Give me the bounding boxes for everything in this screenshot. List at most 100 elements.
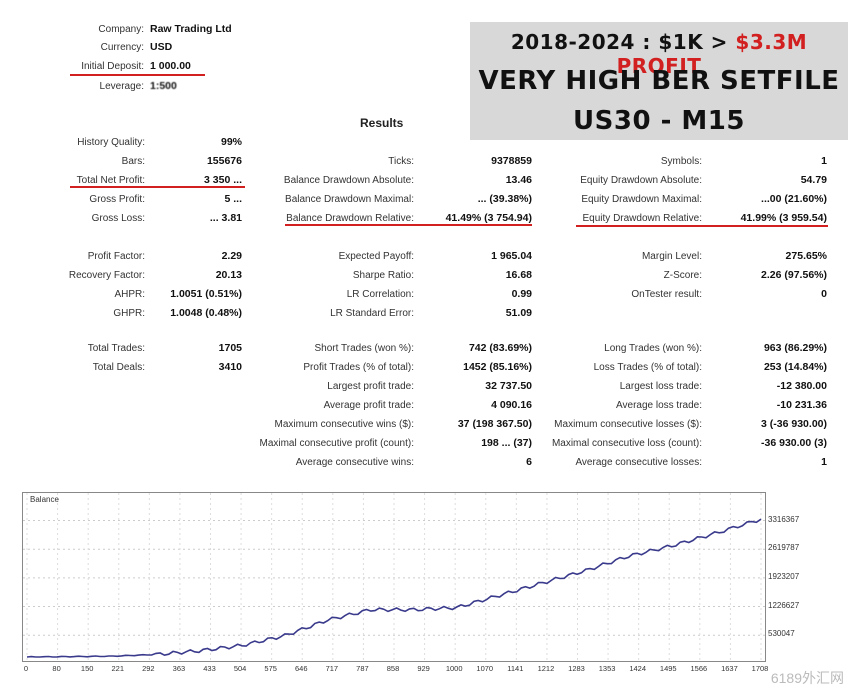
col2-label-9: Profit Trades (% of total): — [303, 362, 414, 373]
col3-value-13: 1 — [821, 456, 827, 468]
company-label: Company: — [98, 24, 144, 35]
col1-value-1: 155676 — [206, 155, 242, 167]
col3-label-10: Average loss trade: — [616, 400, 702, 411]
col1-value-8: 1.0048 (0.48%) — [170, 307, 242, 319]
x-tick-label-17: 1212 — [537, 664, 555, 673]
col2-value-10: 32 737.50 — [485, 380, 532, 392]
col3-label-1: Equity Drawdown Absolute: — [580, 175, 702, 186]
x-tick-label-0: 0 — [23, 664, 29, 673]
x-tick-label-1: 80 — [52, 664, 61, 673]
col2-value-4: 1 965.04 — [491, 250, 532, 262]
col1-label-4: Gross Loss: — [91, 213, 145, 224]
promo-banner: 2018-2024 : $1K > $3.3M PROFIT VERY HIGH… — [470, 22, 848, 140]
col1-value-0: 99% — [220, 136, 242, 148]
balance-chart — [22, 492, 766, 662]
x-tick-label-9: 646 — [294, 664, 308, 673]
col2-value-6: 0.99 — [511, 288, 532, 300]
y-tick-label-4: 530047 — [768, 629, 795, 639]
initial-deposit-label: Initial Deposit: — [81, 61, 144, 72]
col1-value-4: ... 3.81 — [209, 212, 242, 224]
col2-value-2: ... (39.38%) — [477, 193, 532, 205]
x-tick-label-21: 1495 — [659, 664, 677, 673]
col3-label-13: Average consecutive losses: — [575, 457, 702, 468]
col3-value-3: 41.99% (3 959.54) — [740, 212, 827, 224]
equity-dd-relative-underline — [576, 225, 828, 227]
col1-label-8: GHPR: — [113, 308, 145, 319]
col3-value-11: 3 (-36 930.00) — [761, 418, 827, 430]
col2-label-2: Balance Drawdown Maximal: — [285, 194, 414, 205]
x-tick-label-2: 150 — [80, 664, 94, 673]
leverage-value: 1:500 — [150, 80, 177, 92]
site-watermark: 6189外汇网 — [770, 670, 844, 686]
results-title: Results — [360, 116, 404, 130]
col2-value-12: 37 (198 367.50) — [457, 418, 532, 430]
col3-value-12: -36 930.00 (3) — [761, 437, 827, 449]
chart-title: Balance — [30, 495, 59, 504]
col2-value-0: 9378859 — [491, 155, 532, 167]
col3-label-2: Equity Drawdown Maximal: — [581, 194, 702, 205]
x-tick-label-5: 363 — [172, 664, 186, 673]
col3-label-9: Largest loss trade: — [619, 381, 702, 392]
col2-value-8: 742 (83.69%) — [468, 342, 532, 354]
col2-value-14: 6 — [526, 456, 532, 468]
col2-label-4: Expected Payoff: — [338, 251, 414, 262]
col2-value-13: 198 ... (37) — [481, 437, 532, 449]
col3-label-7: Long Trades (won %): — [604, 343, 702, 354]
banner-period: 2018-2024 : $1K > — [510, 30, 728, 54]
y-tick-label-2: 1923207 — [768, 571, 800, 581]
col1-value-9: 1705 — [218, 342, 242, 354]
col2-label-14: Average consecutive wins: — [295, 457, 414, 468]
balance-chart-svg — [23, 493, 765, 661]
col1-label-2: Total Net Profit: — [76, 175, 145, 186]
banner-line-1: 2018-2024 : $1K > $3.3M PROFIT — [470, 30, 848, 78]
x-tick-label-15: 1070 — [476, 664, 494, 673]
col3-value-1: 54.79 — [800, 174, 827, 186]
currency-label: Currency: — [100, 42, 144, 53]
col1-label-6: Recovery Factor: — [68, 270, 145, 281]
col2-value-11: 4 090.16 — [491, 399, 532, 411]
net-profit-underline — [70, 186, 245, 188]
x-tick-label-24: 1708 — [751, 664, 769, 673]
banner-line-3: US30 - M15 — [573, 106, 745, 136]
x-tick-label-11: 787 — [356, 664, 369, 673]
col2-label-13: Maximal consecutive profit (count): — [259, 438, 414, 449]
col1-label-1: Bars: — [121, 156, 145, 167]
x-tick-label-19: 1353 — [598, 664, 616, 673]
x-tick-label-4: 292 — [142, 664, 155, 673]
banner-profit: $3.3M PROFIT — [616, 30, 808, 78]
col3-label-12: Maximal consecutive loss (count): — [551, 438, 702, 449]
x-tick-label-12: 858 — [386, 664, 400, 673]
x-tick-label-7: 504 — [233, 664, 247, 673]
col3-value-10: -10 231.36 — [776, 399, 827, 411]
col2-value-1: 13.46 — [505, 174, 532, 186]
col1-value-5: 2.29 — [221, 250, 242, 262]
currency-value: USD — [150, 41, 173, 53]
leverage-label: Leverage: — [99, 81, 144, 92]
y-tick-label-1: 2619787 — [768, 543, 800, 553]
x-tick-label-20: 1424 — [629, 664, 646, 673]
col3-label-6: OnTester result: — [631, 289, 702, 300]
col3-label-11: Maximum consecutive losses ($): — [554, 419, 702, 430]
col3-label-3: Equity Drawdown Relative: — [582, 213, 703, 224]
col2-value-9: 1452 (85.16%) — [463, 361, 532, 373]
banner-line-2: VERY HIGH BER SETFILE — [478, 66, 840, 96]
x-tick-label-10: 717 — [325, 664, 339, 673]
col1-value-7: 1.0051 (0.51%) — [170, 288, 242, 300]
col3-label-0: Symbols: — [660, 156, 702, 167]
col2-value-5: 16.68 — [505, 269, 532, 281]
col3-value-6: 0 — [821, 288, 827, 300]
x-tick-label-13: 929 — [417, 664, 430, 673]
col1-value-3: 5 ... — [224, 193, 242, 205]
col1-label-0: History Quality: — [77, 137, 145, 148]
col1-label-5: Profit Factor: — [87, 251, 145, 262]
x-tick-label-22: 1566 — [690, 664, 708, 673]
col2-label-6: LR Correlation: — [346, 289, 414, 300]
balance-dd-relative-underline — [285, 224, 532, 226]
x-tick-label-23: 1637 — [721, 664, 738, 673]
col1-label-7: AHPR: — [114, 289, 145, 300]
col3-label-4: Margin Level: — [641, 251, 702, 262]
initial-deposit-value: 1 000.00 — [150, 60, 191, 72]
deposit-underline — [70, 74, 205, 76]
company-value: Raw Trading Ltd — [150, 23, 232, 35]
col3-label-8: Loss Trades (% of total): — [593, 362, 702, 373]
